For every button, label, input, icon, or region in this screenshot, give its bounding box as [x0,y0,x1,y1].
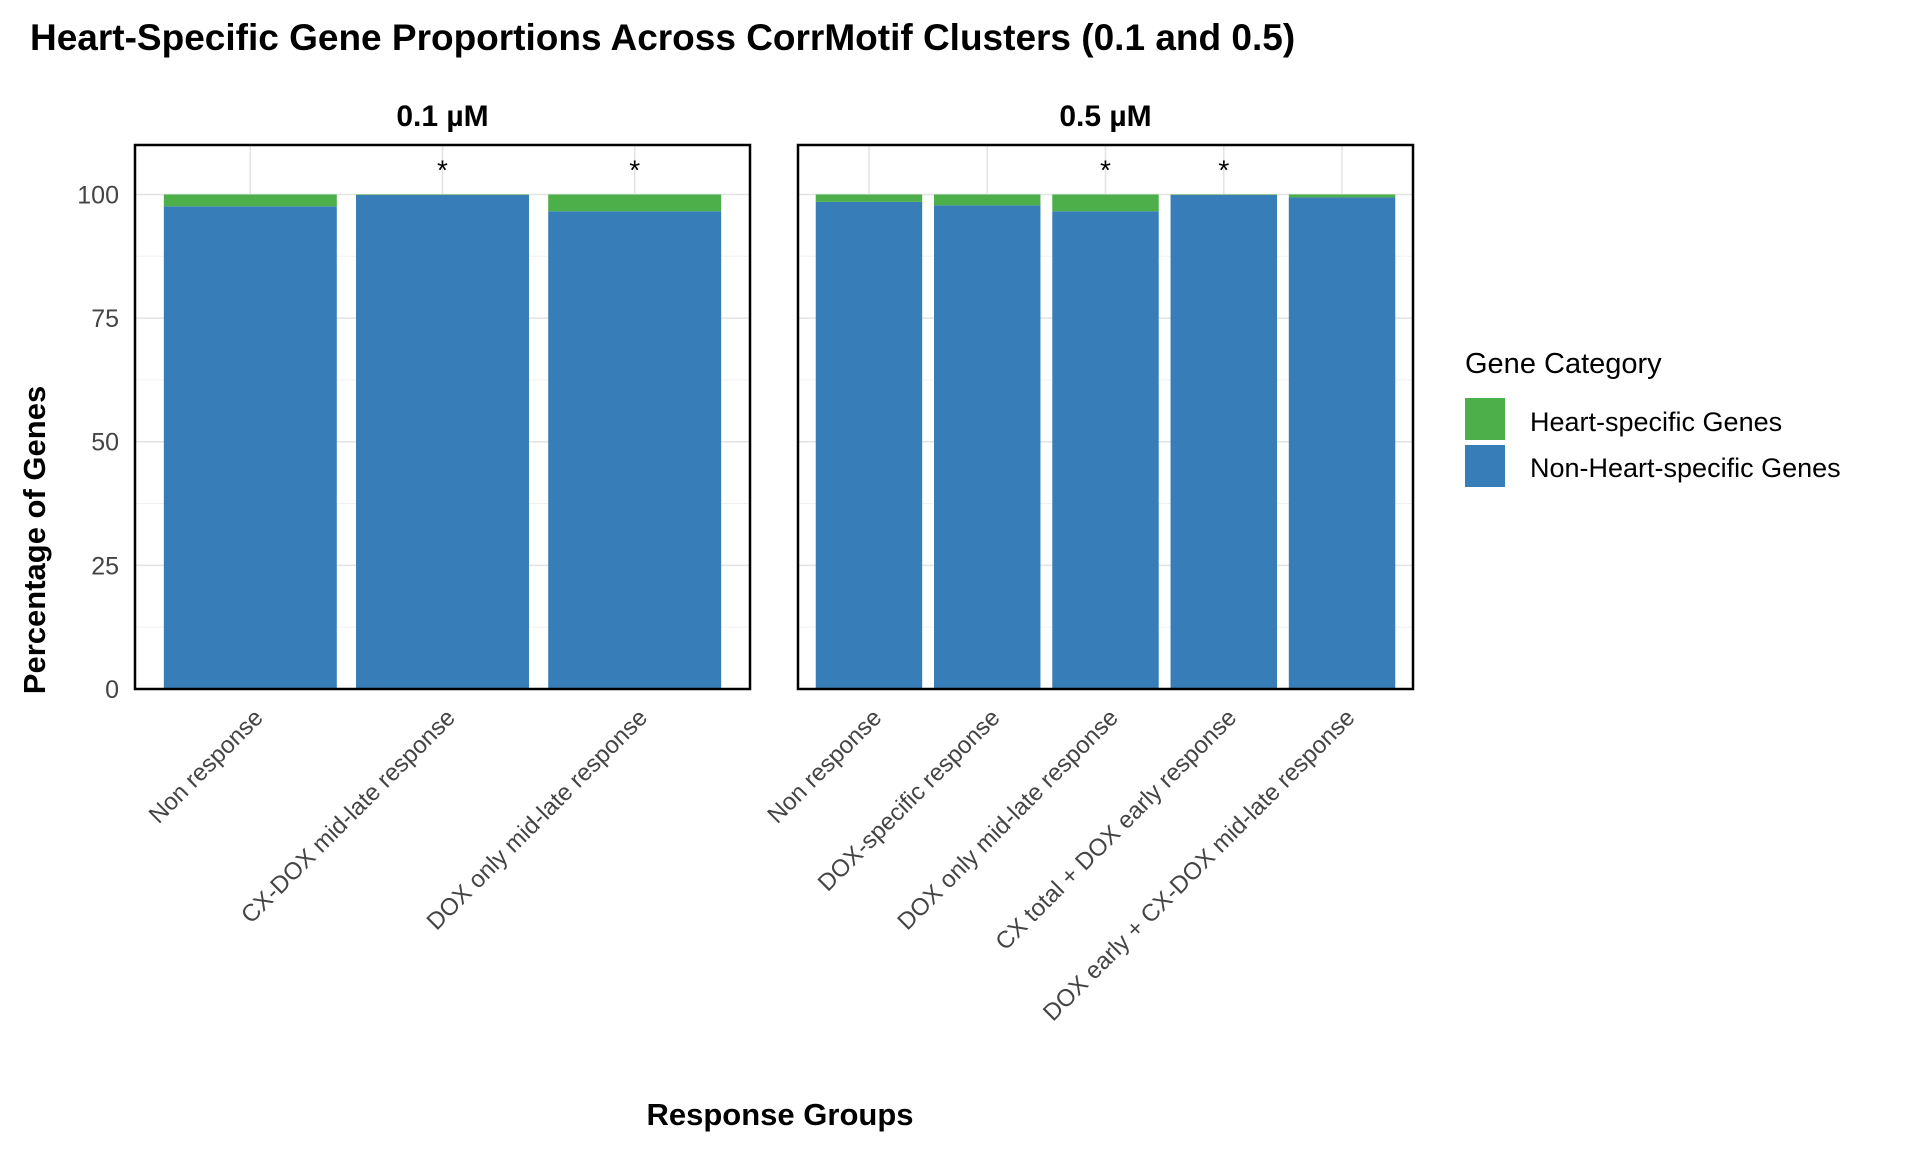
bar-non-heart-specific-genes [356,195,529,689]
y-tick-label: 75 [91,305,119,333]
y-axis-title: Percentage of Genes [17,386,52,694]
y-tick-label: 50 [91,429,119,457]
x-axis-title: Response Groups [647,1097,914,1132]
bar-non-heart-specific-genes [1171,195,1277,689]
x-tick-label: Non response [144,704,269,829]
bar-non-heart-specific-genes [1052,211,1158,689]
panel-title: 0.1 µM [396,100,488,133]
bar-non-heart-specific-genes [816,202,922,689]
y-tick-label: 0 [105,676,119,704]
significance-marker: * [1218,154,1229,185]
bar-heart-specific-genes [164,194,337,206]
significance-marker: * [629,154,640,185]
x-tick-label: CX total + DOX early response [990,704,1242,956]
bar-heart-specific-genes [1052,194,1158,211]
bar-heart-specific-genes [548,194,721,211]
bar-heart-specific-genes [934,194,1040,205]
panel-title: 0.5 µM [1059,100,1151,133]
x-tick-label: CX-DOX mid-late response [236,704,461,929]
legend-title: Gene Category [1465,348,1662,380]
x-tick-label: Non response [762,704,887,829]
legend-swatch-heart [1465,398,1505,440]
legend-label-nonheart: Non-Heart-specific Genes [1530,453,1841,483]
bar-non-heart-specific-genes [164,206,337,689]
bar-heart-specific-genes [1289,194,1395,197]
y-tick-label: 100 [77,181,119,209]
legend-label-heart: Heart-specific Genes [1530,407,1782,437]
significance-marker: * [437,154,448,185]
x-tick-label: DOX only mid-late response [892,704,1123,935]
bar-heart-specific-genes [816,194,922,201]
significance-marker: * [1100,154,1111,185]
bar-non-heart-specific-genes [934,205,1040,689]
x-tick-label: DOX only mid-late response [422,704,653,935]
bar-non-heart-specific-genes [1289,197,1395,689]
bar-non-heart-specific-genes [548,211,721,689]
legend: Gene Category Heart-specific Genes Non-H… [1465,348,1841,487]
y-tick-label: 25 [91,552,119,580]
legend-swatch-nonheart [1465,445,1505,487]
chart-title: Heart-Specific Gene Proportions Across C… [30,17,1295,58]
